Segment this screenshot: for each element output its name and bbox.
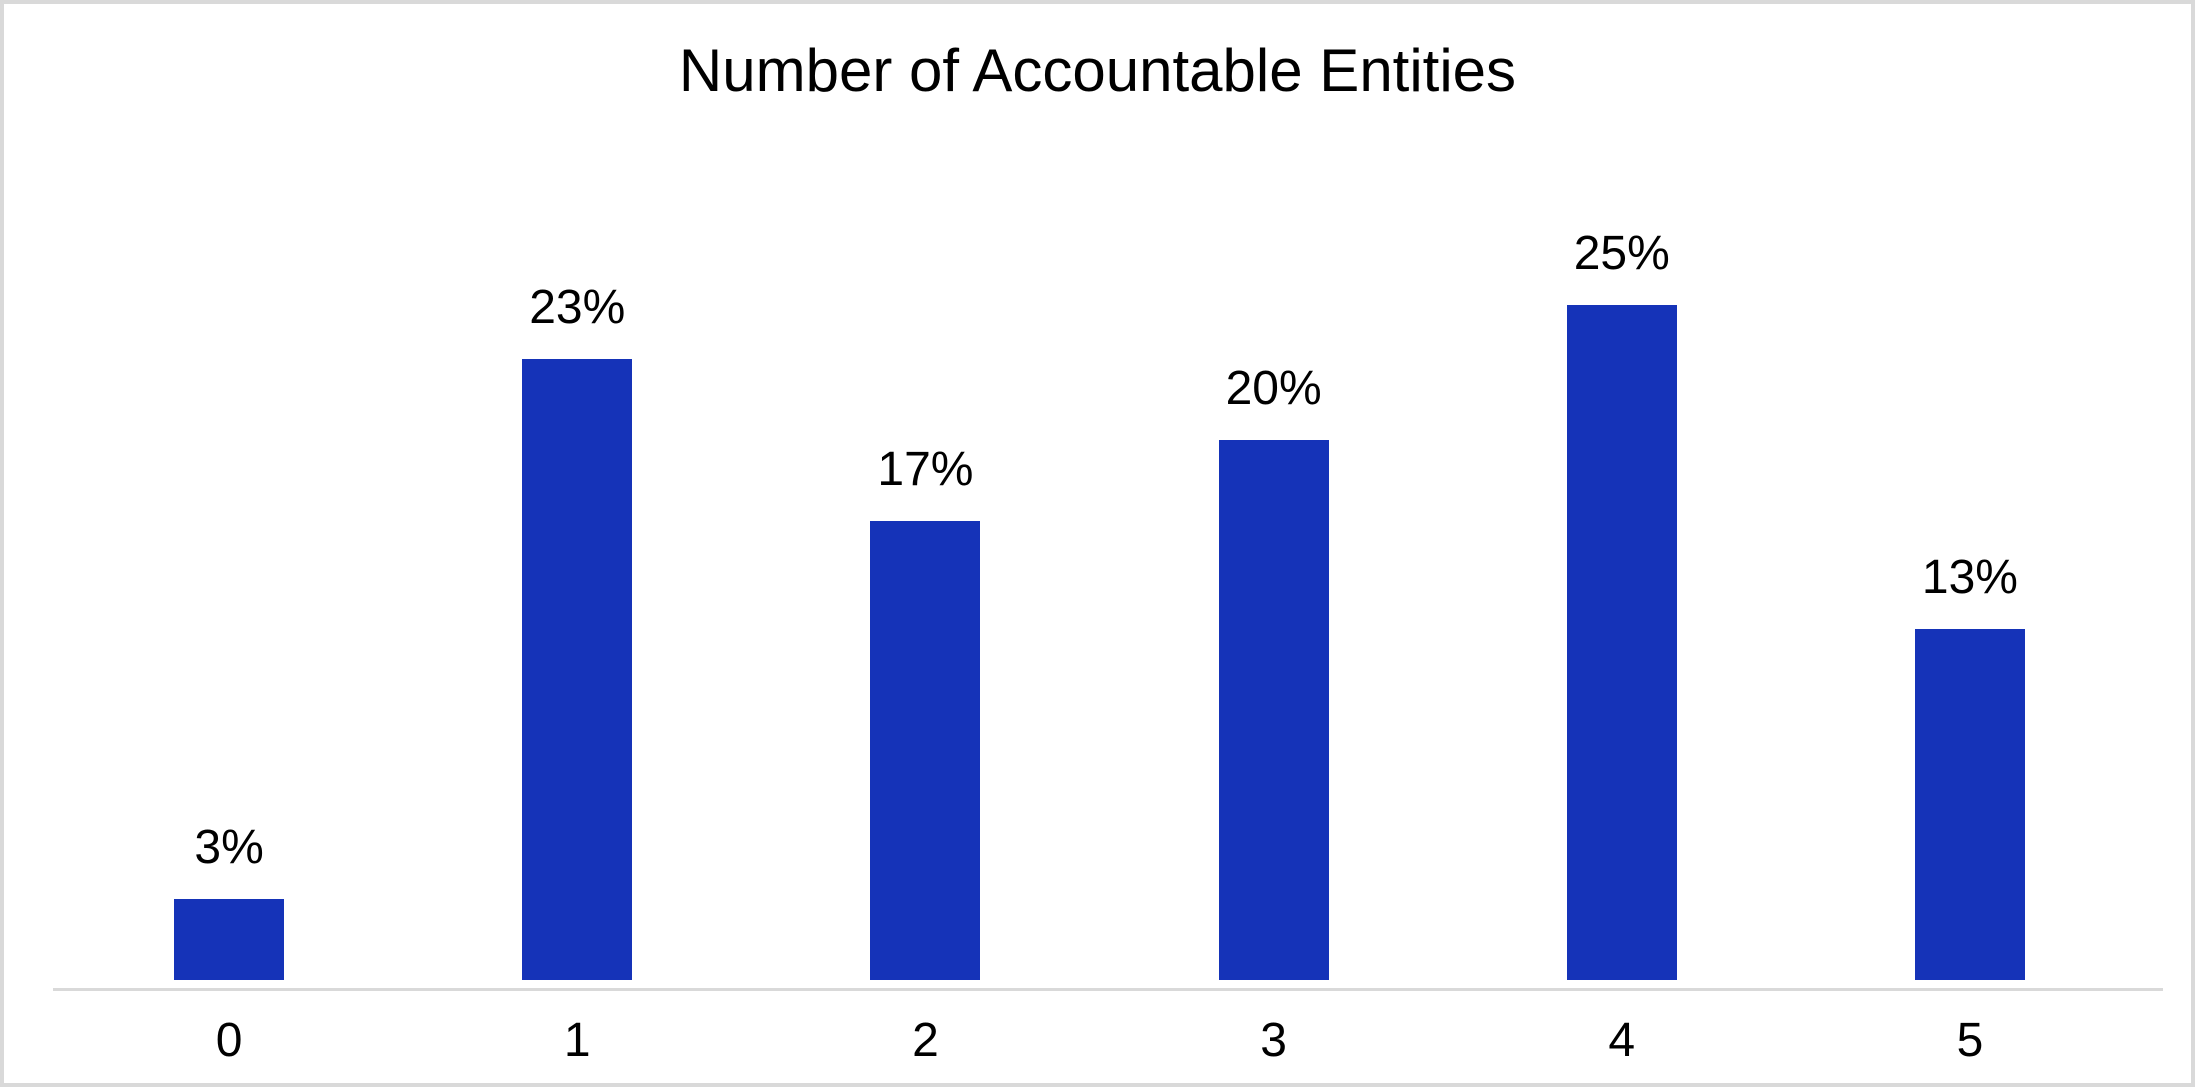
x-axis-line (53, 988, 2163, 991)
x-axis-tick-label: 4 (1608, 1014, 1636, 1067)
x-axis-tick-label: 3 (1260, 1014, 1287, 1067)
bar-group-3: 20% (1100, 365, 1448, 980)
bar-value-label: 13% (1921, 551, 2018, 604)
bar-group-5: 13% (1796, 554, 2144, 980)
bar-group-2: 17% (751, 446, 1099, 980)
bar-value-label: 20% (1225, 362, 1322, 415)
x-axis-tick-label: 0 (215, 1014, 243, 1067)
x-axis-tick-label: 2 (912, 1014, 939, 1067)
bar-value-label: 17% (877, 443, 974, 496)
bar-value-label: 3% (194, 821, 264, 874)
bar (1914, 629, 2025, 980)
bar-value-label: 25% (1573, 227, 1670, 280)
bar (522, 359, 633, 980)
bar (1218, 440, 1329, 980)
bar-value-label: 23% (529, 281, 626, 334)
bar (174, 899, 285, 980)
bar (1566, 305, 1677, 980)
bar-group-0: 3% (55, 824, 403, 980)
x-axis-tick-label: 5 (1956, 1014, 1984, 1067)
bar-group-1: 23% (403, 284, 751, 980)
chart-title: Number of Accountable Entities (678, 37, 1517, 104)
bar (870, 521, 981, 980)
x-axis-tick-label: 1 (563, 1014, 591, 1067)
plot-area: 3% 23% 17% 20% 25% 13% (55, 230, 2144, 980)
x-axis-labels: 0 1 2 3 4 5 (55, 1017, 2144, 1065)
bar-group-4: 25% (1448, 230, 1796, 980)
